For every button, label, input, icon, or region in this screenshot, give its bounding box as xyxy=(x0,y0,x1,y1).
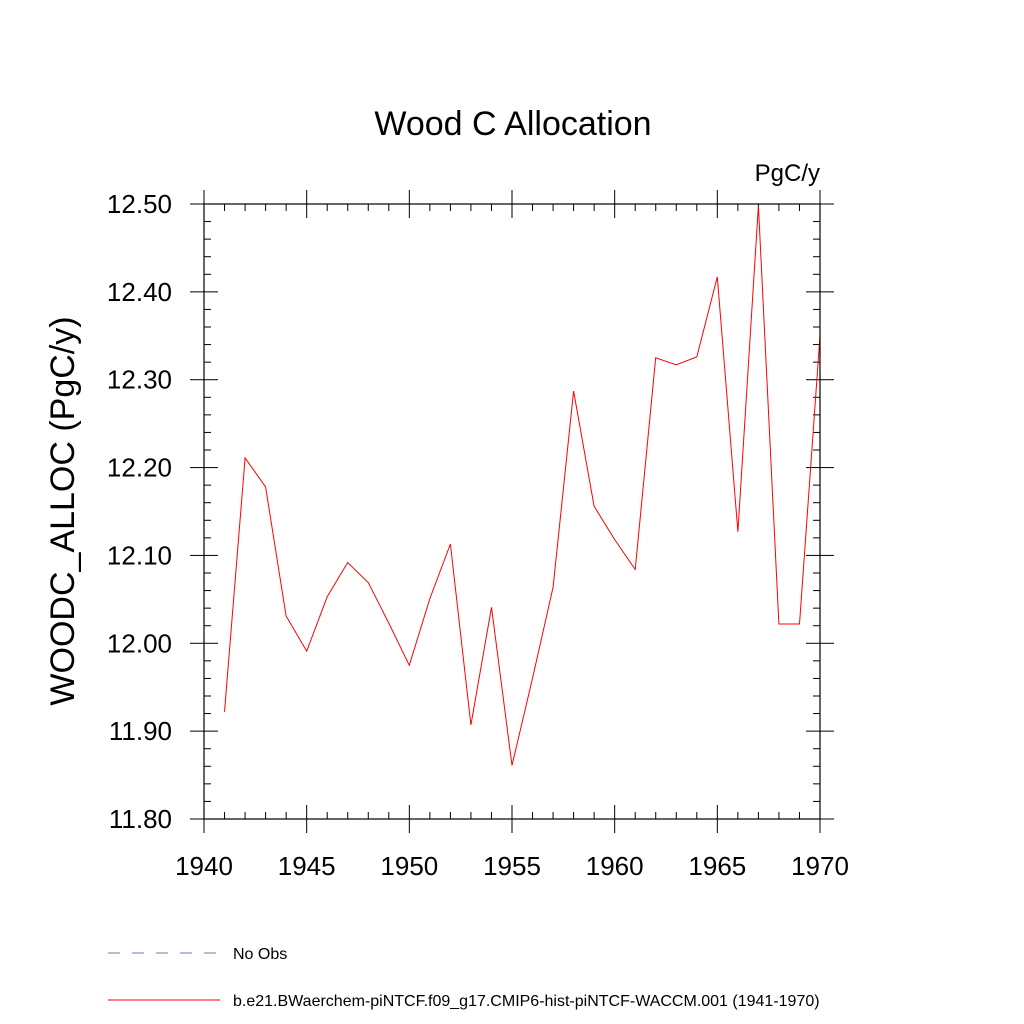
y-tick-label: 12.30 xyxy=(107,365,172,395)
y-tick-labels: 11.80 11.90 12.00 12.10 12.20 12.30 12.40 12.50 xyxy=(107,189,172,834)
axis-ticks xyxy=(190,190,834,833)
x-tick-label: 1950 xyxy=(380,851,438,881)
y-tick-label: 12.50 xyxy=(107,189,172,219)
series-line xyxy=(224,205,821,766)
legend-label-no-obs: No Obs xyxy=(233,946,287,963)
x-tick-label: 1940 xyxy=(175,851,233,881)
x-tick-label: 1965 xyxy=(688,851,746,881)
x-tick-label: 1970 xyxy=(791,851,849,881)
x-tick-label: 1960 xyxy=(586,851,644,881)
y-tick-label: 11.90 xyxy=(109,716,172,746)
legend-label-model-run: b.e21.BWaerchem-piNTCF.f09_g17.CMIP6-his… xyxy=(233,993,820,1010)
x-tick-label: 1955 xyxy=(483,851,541,881)
y-tick-label: 11.80 xyxy=(109,804,172,834)
y-tick-label: 12.20 xyxy=(107,453,172,483)
x-tick-label: 1945 xyxy=(278,851,336,881)
x-tick-labels: 1940 1945 1950 1955 1960 1965 1970 xyxy=(175,851,849,881)
y-axis-label: WOODC_ALLOC (PgC/y) xyxy=(44,316,82,705)
y-tick-label: 12.00 xyxy=(107,628,172,658)
units-label: PgC/y xyxy=(755,160,820,187)
series-layer xyxy=(224,205,821,766)
plot-frame xyxy=(203,203,821,820)
y-tick-label: 12.10 xyxy=(107,540,172,570)
legend: No Obs b.e21.BWaerchem-piNTCF.f09_g17.CM… xyxy=(108,946,820,1010)
chart-title: Wood C Allocation xyxy=(374,105,651,143)
y-tick-label: 12.40 xyxy=(107,277,172,307)
